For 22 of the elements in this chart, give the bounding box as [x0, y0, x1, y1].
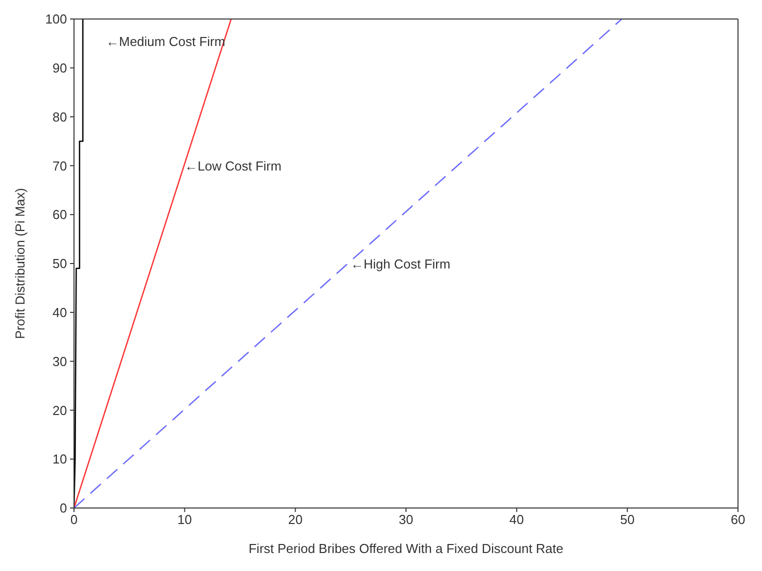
x-tick-label: 10	[177, 512, 192, 528]
y-tick-label: 30	[52, 354, 67, 369]
x-tick-label: 50	[620, 512, 635, 528]
y-tick-label: 100	[45, 12, 67, 27]
y-tick-label: 70	[52, 158, 67, 174]
y-tick-label: 20	[52, 402, 67, 418]
x-tick-label: 30	[398, 512, 414, 528]
annotation: ←Low Cost Firm	[184, 158, 282, 174]
x-tick-label: 0	[70, 512, 78, 528]
y-tick-label: 40	[52, 305, 67, 320]
y-axis-title: Profit Distribution (Pi Max)	[12, 188, 28, 339]
x-axis-title: First Period Bribes Offered With a Fixed Discount Rate	[248, 541, 564, 556]
x-tick-label: 60	[730, 512, 746, 528]
x-tick-label: 20	[288, 512, 303, 528]
annotation: ←High Cost Firm	[350, 256, 450, 272]
y-tick-label: 80	[52, 109, 67, 124]
y-tick-label: 50	[52, 256, 67, 272]
y-tick-label: 60	[52, 207, 67, 222]
y-tick-label: 90	[52, 60, 67, 76]
y-tick-label: 0	[60, 500, 67, 516]
y-tick-label: 10	[52, 452, 67, 467]
x-tick-label: 40	[509, 512, 524, 528]
